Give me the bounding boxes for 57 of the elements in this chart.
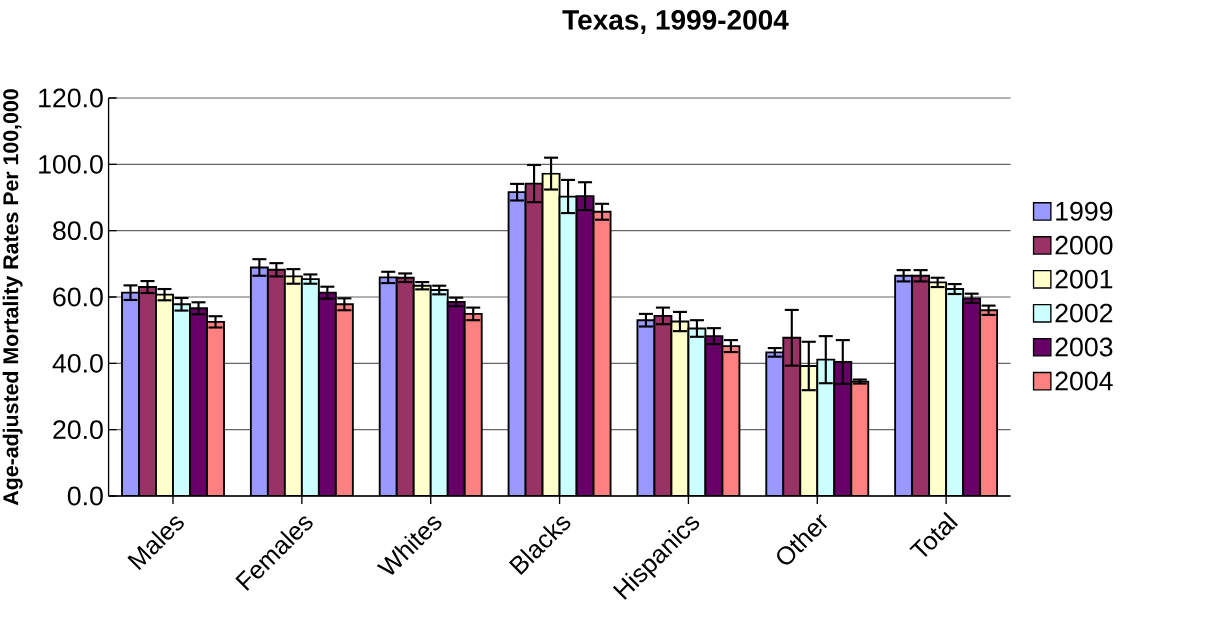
- y-tick-label: 120.0: [39, 88, 103, 108]
- y-tick-label: 60.0: [53, 287, 103, 307]
- bar: [317, 291, 337, 496]
- bar: [446, 301, 466, 496]
- chart-title: Texas, 1999-2004: [562, 10, 789, 34]
- bar: [833, 361, 853, 496]
- bar: [189, 307, 208, 496]
- bar: [592, 210, 612, 496]
- bar: [266, 268, 286, 496]
- y-tick-label: 20.0: [53, 420, 103, 440]
- bar: [249, 266, 269, 496]
- bar: [653, 314, 673, 496]
- bar: [283, 275, 303, 496]
- bar: [206, 320, 225, 496]
- y-tick-label: 40.0: [52, 353, 103, 373]
- bar: [765, 351, 785, 496]
- bar: [138, 286, 157, 496]
- bar: [463, 312, 483, 496]
- y-tick-label: 100.0: [39, 154, 103, 174]
- bar: [816, 358, 836, 496]
- y-axis-title: Age-adjusted Mortality Rates Per 100,000: [2, 89, 23, 506]
- legend-label: 2000: [1055, 235, 1113, 255]
- y-tick-label: 80.0: [53, 221, 103, 241]
- bar: [300, 278, 320, 496]
- bar: [799, 365, 819, 496]
- bar: [850, 380, 870, 496]
- bar: [524, 182, 544, 496]
- bar: [704, 335, 724, 496]
- bar: [558, 195, 578, 496]
- bar: [911, 274, 931, 496]
- bar: [782, 336, 802, 496]
- bar: [962, 297, 982, 496]
- bar: [979, 309, 999, 496]
- bar: [636, 319, 656, 496]
- bar: [575, 195, 595, 496]
- bar: [121, 291, 140, 496]
- bar: [687, 327, 707, 496]
- bar: [541, 172, 561, 496]
- bar: [928, 281, 948, 496]
- bar: [412, 284, 432, 496]
- legend-label: 2003: [1055, 337, 1113, 357]
- bar: [721, 345, 741, 496]
- legend-label: 1999: [1056, 201, 1113, 221]
- bar: [945, 288, 965, 496]
- bar: [378, 276, 398, 496]
- legend-label: 2004: [1055, 371, 1113, 391]
- bar: [155, 293, 174, 496]
- bar: [172, 303, 191, 496]
- bar: [670, 320, 690, 496]
- bar: [894, 274, 914, 496]
- y-tick-label: 0.0: [67, 486, 103, 506]
- bar: [507, 191, 527, 496]
- legend-label: 2001: [1055, 269, 1113, 289]
- bar: [395, 276, 415, 496]
- bar: [429, 289, 449, 496]
- bar: [334, 303, 354, 496]
- legend-label: 2002: [1055, 303, 1113, 323]
